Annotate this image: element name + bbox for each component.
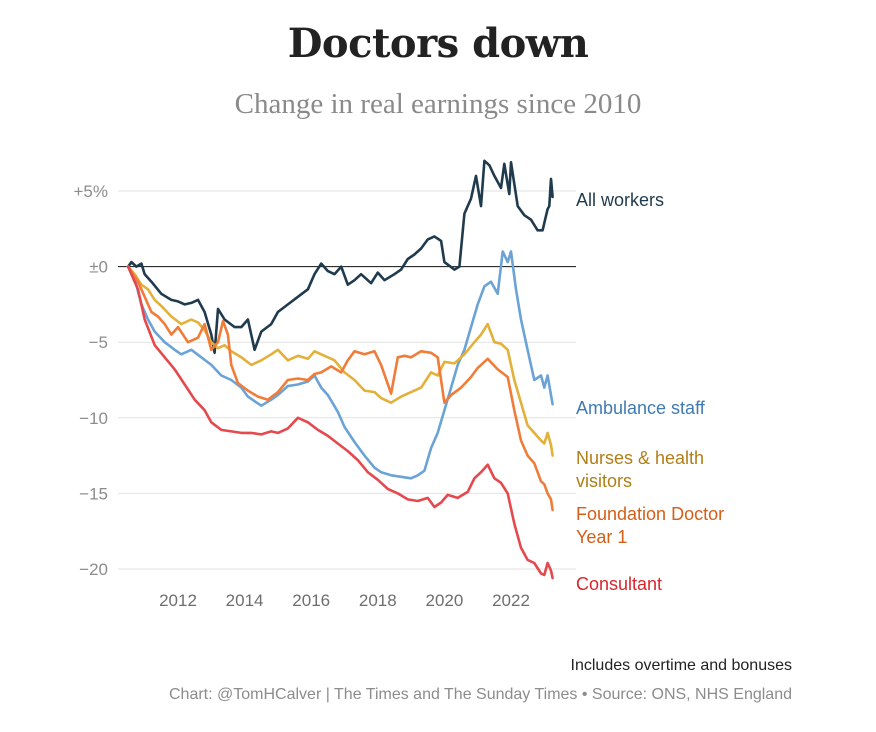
series-label-all-workers: All workers xyxy=(576,190,664,210)
axis-layer: +5% ±0 −5 −10 −15 −20 2012 2014 2016 2018 2020 2022 xyxy=(74,182,530,610)
series-line-ambulance-staff xyxy=(126,250,554,480)
x-tick-label: 2022 xyxy=(492,591,530,610)
series-label-nurses-health-visitors: visitors xyxy=(576,471,632,491)
chart-credit: Chart: @TomHCalver | The Times and The S… xyxy=(169,686,792,703)
series-label-foundation-doctor-year-1: Foundation Doctor xyxy=(576,504,724,524)
series-label-ambulance-staff: Ambulance staff xyxy=(576,398,706,418)
series-label-nurses-health-visitors: Nurses & health xyxy=(576,448,704,468)
chart-note: Includes overtime and bonuses xyxy=(570,657,792,674)
y-tick-label: ±0 xyxy=(89,258,108,277)
y-tick-label: −20 xyxy=(79,560,108,579)
y-tick-label: −10 xyxy=(79,409,108,428)
label-layer: All workers Ambulance staff Nurses & healt… xyxy=(576,190,724,594)
x-tick-label: 2016 xyxy=(292,591,330,610)
x-tick-label: 2018 xyxy=(359,591,397,610)
series-line-foundation-doctor-year-1 xyxy=(126,265,554,512)
line-chart: +5% ±0 −5 −10 −15 −20 2012 2014 2016 2018 2020 2022… xyxy=(74,159,724,610)
x-tick-label: 2012 xyxy=(159,591,197,610)
chart-title: Doctors down xyxy=(287,20,589,67)
y-tick-label: +5% xyxy=(74,182,109,201)
y-tick-label: −5 xyxy=(89,333,108,352)
x-tick-label: 2020 xyxy=(425,591,463,610)
y-tick-label: −15 xyxy=(79,484,108,503)
chart-subtitle: Change in real earnings since 2010 xyxy=(234,88,642,120)
series-line-consultant xyxy=(126,265,554,580)
series-label-consultant: Consultant xyxy=(576,574,662,594)
series-layer xyxy=(126,159,554,580)
x-tick-label: 2014 xyxy=(226,591,264,610)
series-line-nurses-health-visitors xyxy=(126,265,554,457)
series-line-all-workers xyxy=(126,159,554,355)
series-label-foundation-doctor-year-1: Year 1 xyxy=(576,527,627,547)
